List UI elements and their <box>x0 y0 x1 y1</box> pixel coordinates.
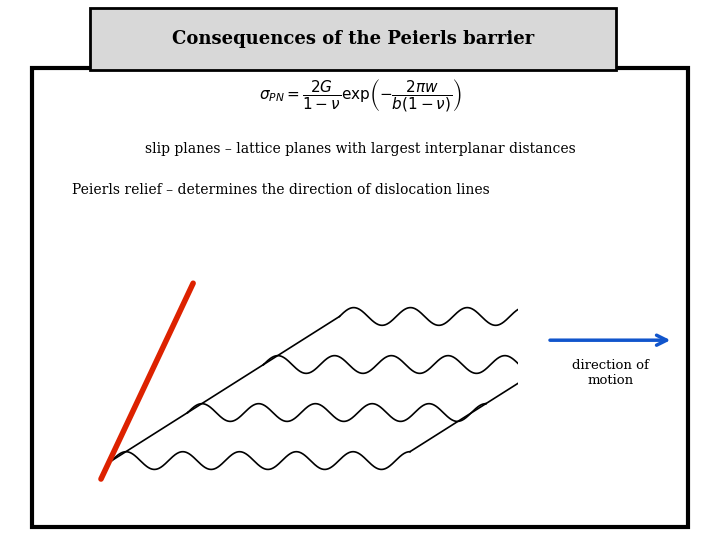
Text: Consequences of the Peierls barrier: Consequences of the Peierls barrier <box>171 30 534 49</box>
Text: slip planes – lattice planes with largest interplanar distances: slip planes – lattice planes with larges… <box>145 141 575 156</box>
Text: Peierls relief – determines the direction of dislocation lines: Peierls relief – determines the directio… <box>72 183 490 197</box>
FancyBboxPatch shape <box>90 8 616 70</box>
Text: direction of
motion: direction of motion <box>572 359 649 387</box>
FancyBboxPatch shape <box>32 68 688 526</box>
Text: $\sigma_{PN} = \dfrac{2G}{1-\nu}\exp\!\left(-\dfrac{2\pi w}{b(1-\nu)}\right)$: $\sigma_{PN} = \dfrac{2G}{1-\nu}\exp\!\l… <box>258 77 462 112</box>
